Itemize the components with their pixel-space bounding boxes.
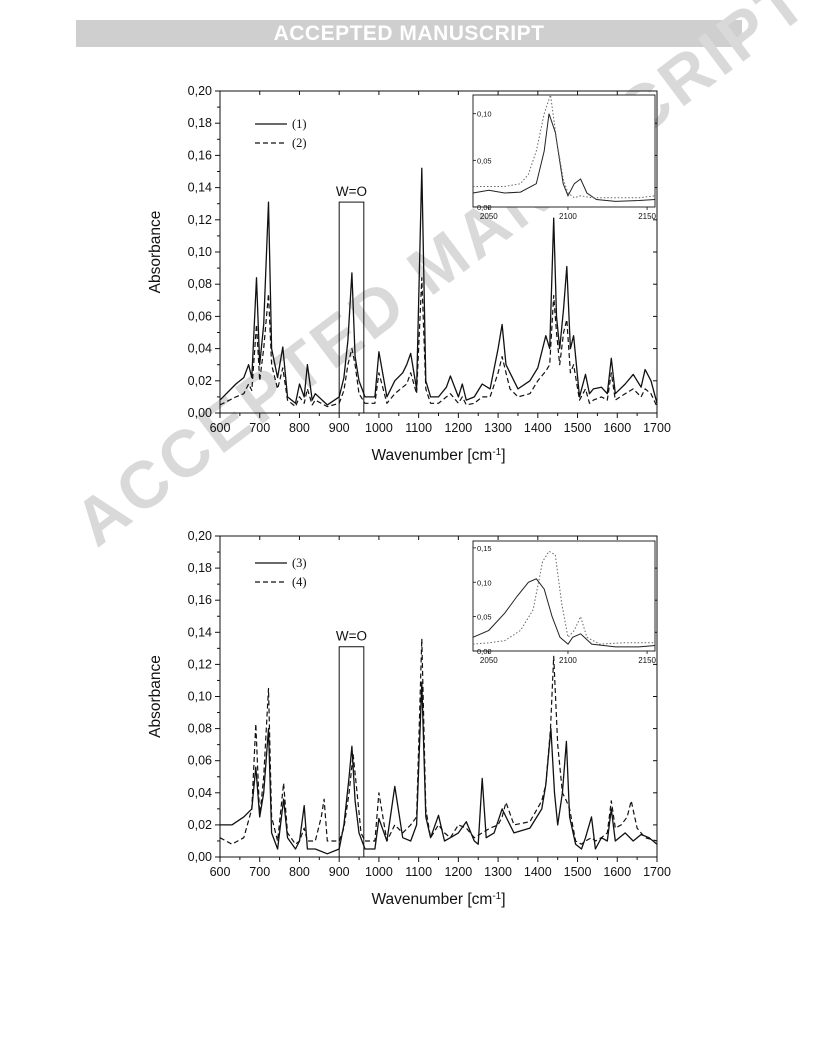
inset-frame — [472, 94, 656, 208]
y-tick-label: 0,14 — [188, 625, 212, 639]
x-tick-label: 600 — [210, 865, 231, 879]
chart-panel-1: 600 700 800 900 1000 1100 1200 1300 1400 1500 1600… — [147, 84, 671, 464]
y-tick-label: 0,16 — [188, 148, 212, 162]
inset-x-tick-label: 2050 — [480, 656, 498, 665]
series-line-1 — [219, 277, 658, 408]
x-axis-label: Wavenumber [cm-1] — [371, 447, 505, 465]
inset-x-tick-label: 2100 — [559, 656, 577, 665]
chart-panel-2: 600 700 800 900 1000 1100 1200 1300 1400 1500 1600… — [147, 529, 671, 908]
x-tick-label: 700 — [249, 421, 270, 435]
legend-label-1: (2) — [292, 136, 307, 150]
inset-y-tick-label: 0,15 — [477, 544, 492, 553]
x-axis-label: Wavenumber [cm-1] — [371, 891, 505, 909]
y-tick-label: 0,08 — [188, 277, 212, 291]
wo-annotation-box — [338, 646, 365, 858]
series-line-0 — [220, 681, 658, 855]
legend-label-0: (1) — [292, 117, 307, 131]
y-tick-label: 0,02 — [188, 818, 212, 832]
y-tick-label: 0,16 — [188, 593, 212, 607]
y-tick-label: 0,10 — [188, 690, 212, 704]
y-tick-label: 0,20 — [188, 84, 212, 98]
y-tick-label: 0,12 — [188, 213, 212, 227]
accepted-manuscript-banner: ACCEPTED MANUSCRIPT — [76, 20, 742, 47]
wo-annotation-label: W=O — [336, 184, 367, 199]
y-tick-label: 0,00 — [188, 406, 212, 420]
wo-annotation-label: W=O — [336, 629, 367, 644]
x-tick-label: 1400 — [524, 421, 552, 435]
x-tick-label: 1500 — [564, 865, 592, 879]
y-tick-label: 0,02 — [188, 374, 212, 388]
inset-x-tick-label: 2100 — [559, 212, 577, 221]
x-tick-label: 1500 — [564, 421, 592, 435]
x-tick-label: 1300 — [484, 421, 512, 435]
x-tick-label: 1000 — [365, 421, 393, 435]
inset-y-tick-label: 0,05 — [477, 613, 492, 622]
inset-series-line-0 — [472, 578, 656, 648]
x-tick-label: 800 — [289, 865, 310, 879]
x-tick-label: 700 — [249, 865, 270, 879]
y-tick-label: 0,18 — [188, 116, 212, 130]
y-tick-label: 0,12 — [188, 657, 212, 671]
inset-chart: 2050 2100 2150 0,00 0,05 0,10 — [472, 94, 657, 221]
x-tick-label: 1100 — [405, 865, 432, 879]
y-tick-label: 0,14 — [188, 181, 212, 195]
y-tick-label: 0,18 — [188, 561, 212, 575]
x-tick-label: 1700 — [643, 865, 671, 879]
inset-x-tick-label: 2150 — [638, 212, 656, 221]
x-tick-label: 600 — [210, 421, 231, 435]
inset-x-tick-label: 2050 — [480, 212, 498, 221]
y-axis-label: Absorbance — [147, 211, 164, 294]
legend-label-0: (3) — [292, 556, 307, 570]
x-tick-label: 1600 — [603, 421, 631, 435]
x-tick-label: 1200 — [444, 865, 472, 879]
x-tick-label: 1400 — [524, 865, 552, 879]
inset-series-line-1 — [472, 550, 655, 645]
x-tick-label: 1200 — [444, 421, 472, 435]
series-line-0 — [219, 167, 658, 406]
y-tick-label: 0,06 — [188, 309, 212, 323]
x-tick-label: 900 — [329, 421, 350, 435]
x-tick-label: 1700 — [643, 421, 671, 435]
x-tick-label: 1300 — [484, 865, 512, 879]
inset-y-tick-label: 0,00 — [477, 203, 492, 212]
inset-y-tick-label: 0,10 — [477, 578, 492, 587]
inset-frame — [472, 540, 656, 652]
wo-annotation-box — [338, 201, 365, 414]
y-tick-label: 0,04 — [188, 342, 212, 356]
inset-x-tick-label: 2150 — [638, 656, 656, 665]
inset-y-tick-label: 0,10 — [477, 110, 492, 119]
y-tick-label: 0,04 — [188, 786, 212, 800]
y-tick-label: 0,08 — [188, 722, 212, 736]
x-tick-label: 800 — [289, 421, 310, 435]
inset-series-line-1 — [473, 94, 656, 199]
inset-y-tick-label: 0,05 — [477, 156, 492, 165]
y-tick-label: 0,00 — [188, 850, 212, 864]
inset-chart: 2050 2100 2150 0,00 0,05 0,10 0,15 — [472, 540, 657, 665]
legend-label-1: (4) — [292, 575, 307, 589]
x-tick-label: 1600 — [603, 865, 631, 879]
y-tick-label: 0,20 — [188, 529, 212, 543]
y-tick-label: 0,06 — [188, 754, 212, 768]
x-tick-label: 1000 — [365, 865, 393, 879]
y-tick-label: 0,10 — [188, 245, 212, 259]
y-axis-label: Absorbance — [147, 655, 164, 738]
inset-series-line-0 — [472, 113, 656, 202]
x-tick-label: 1100 — [405, 421, 432, 435]
x-tick-label: 900 — [329, 865, 350, 879]
inset-y-tick-label: 0,00 — [477, 647, 492, 656]
